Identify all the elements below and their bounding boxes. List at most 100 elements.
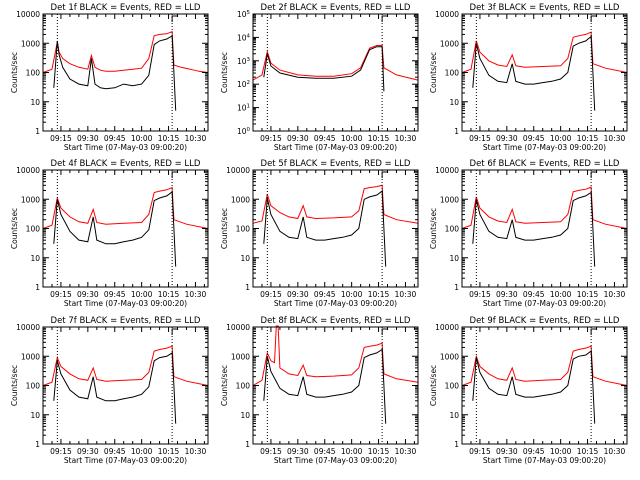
- chart-title: Det 9f BLACK = Events, RED = LLD: [470, 316, 620, 326]
- y-tick-label: 1: [35, 440, 40, 449]
- x-tick-label: 09:30: [496, 447, 518, 456]
- y-axis-label: Counts/sec: [10, 52, 19, 93]
- x-tick-label: 10:15: [577, 134, 599, 143]
- y-tick-label: 10: [449, 254, 459, 263]
- x-tick-label: 10:15: [158, 134, 180, 143]
- interval-bracket: [171, 328, 179, 335]
- y-tick-label: 100: [237, 127, 251, 136]
- y-tick-label: 10: [30, 98, 40, 107]
- series-lld-line: [252, 45, 419, 81]
- plot-frame: [252, 326, 419, 445]
- chart-panel-3: Det 3f BLACK = Events, RED = LLD 1 10 100 10…: [429, 3, 628, 152]
- x-tick-label: 10:00: [131, 447, 153, 456]
- x-tick-label: 09:15: [50, 134, 72, 143]
- x-tick-label: 09:30: [287, 447, 309, 456]
- y-tick-label: 10000: [226, 166, 250, 175]
- series-events-line: [53, 190, 177, 267]
- series-lld-line: [42, 345, 209, 386]
- chart-title: Det 8f BLACK = Events, RED = LLD: [261, 316, 411, 326]
- interval-bracket: [171, 15, 179, 22]
- series-events-line: [472, 191, 596, 267]
- chart-panel-5: Det 5f BLACK = Events, RED = LLD 1 10 100 10…: [220, 159, 419, 308]
- y-tick-label: 1000: [21, 352, 40, 361]
- y-axis-label: Counts/sec: [220, 208, 229, 249]
- x-tick-label: 10:00: [550, 447, 572, 456]
- plot-frame: [461, 169, 628, 288]
- x-tick-label: 09:15: [469, 290, 491, 299]
- y-tick-label: 100: [445, 382, 460, 391]
- y-tick-label: 1000: [231, 352, 250, 361]
- interval-bracket: [381, 15, 389, 22]
- x-axis-label: Start Time (07-May-03 09:00:20): [64, 456, 187, 465]
- x-tick-label: 09:30: [77, 290, 99, 299]
- y-tick-label: 101: [237, 104, 250, 113]
- y-axis-label: Counts/sec: [429, 52, 438, 93]
- y-tick-label: 10000: [435, 10, 459, 19]
- chart-panel-2: Det 2f BLACK = Events, RED = LLD 100 101 10…: [220, 3, 419, 152]
- x-tick-label: 09:30: [77, 134, 99, 143]
- y-tick-label: 1: [454, 440, 459, 449]
- plot-frame: [42, 169, 209, 288]
- y-axis-label: Counts/sec: [429, 208, 438, 249]
- chart-title: Det 2f BLACK = Events, RED = LLD: [261, 3, 411, 13]
- x-tick-label: 09:30: [77, 447, 99, 456]
- x-tick-label: 10:30: [185, 447, 207, 456]
- series-lld-line: [42, 186, 209, 229]
- x-tick-label: 10:00: [341, 447, 363, 456]
- series-lld-line: [252, 325, 419, 386]
- series-events-line: [263, 348, 387, 424]
- y-tick-label: 10: [30, 411, 40, 420]
- y-tick-label: 10000: [435, 166, 459, 175]
- y-tick-label: 10000: [226, 323, 250, 332]
- series-events-line: [53, 352, 177, 424]
- y-axis-label: Counts/sec: [429, 365, 438, 406]
- x-tick-label: 09:30: [496, 134, 518, 143]
- x-tick-label: 09:30: [496, 290, 518, 299]
- x-tick-label: 09:15: [260, 134, 282, 143]
- y-tick-label: 1000: [440, 195, 459, 204]
- x-axis-label: Start Time (07-May-03 09:00:20): [483, 456, 606, 465]
- y-tick-label: 10000: [16, 166, 40, 175]
- plot-frame: [42, 13, 209, 132]
- chart-panel-6: Det 6f BLACK = Events, RED = LLD 1 10 100 10…: [429, 159, 628, 308]
- x-tick-label: 10:15: [368, 447, 390, 456]
- x-axis-label: Start Time (07-May-03 09:00:20): [274, 299, 397, 308]
- interval-bracket: [590, 15, 598, 22]
- y-tick-label: 10: [449, 411, 459, 420]
- y-tick-label: 100: [445, 225, 460, 234]
- x-tick-label: 10:30: [395, 134, 417, 143]
- chart-panel-4: Det 4f BLACK = Events, RED = LLD 1 10 100 10…: [10, 159, 209, 308]
- y-tick-label: 1000: [231, 195, 250, 204]
- y-tick-label: 100: [236, 382, 251, 391]
- x-tick-label: 10:00: [131, 134, 153, 143]
- y-tick-label: 100: [445, 69, 460, 78]
- series-events-line: [472, 350, 596, 424]
- y-tick-label: 100: [26, 382, 41, 391]
- y-tick-label: 103: [237, 57, 251, 66]
- x-axis-label: Start Time (07-May-03 09:00:20): [64, 143, 187, 152]
- y-tick-label: 100: [236, 225, 251, 234]
- y-axis-label: Counts/sec: [10, 365, 19, 406]
- y-tick-label: 1000: [440, 39, 459, 48]
- y-tick-label: 100: [26, 225, 41, 234]
- interval-bracket: [381, 328, 389, 335]
- interval-bracket: [590, 171, 598, 178]
- x-tick-label: 09:15: [260, 290, 282, 299]
- series-lld-line: [42, 30, 209, 73]
- chart-panel-8: Det 8f BLACK = Events, RED = LLD 1 10 100 10…: [220, 316, 419, 465]
- y-tick-label: 100: [26, 69, 41, 78]
- x-tick-label: 09:45: [314, 290, 336, 299]
- x-tick-label: 10:15: [158, 447, 180, 456]
- x-axis-label: Start Time (07-May-03 09:00:20): [483, 143, 606, 152]
- x-tick-label: 09:15: [50, 290, 72, 299]
- chart-title: Det 5f BLACK = Events, RED = LLD: [261, 159, 411, 169]
- y-tick-label: 10: [30, 254, 40, 263]
- plot-frame: [252, 169, 419, 288]
- x-tick-label: 09:15: [260, 447, 282, 456]
- y-axis-label: Counts/sec: [220, 52, 229, 93]
- series-events-line: [53, 34, 177, 111]
- chart-panel-9: Det 9f BLACK = Events, RED = LLD 1 10 100 10…: [429, 316, 628, 465]
- x-tick-label: 09:45: [523, 447, 545, 456]
- x-axis-label: Start Time (07-May-03 09:00:20): [483, 299, 606, 308]
